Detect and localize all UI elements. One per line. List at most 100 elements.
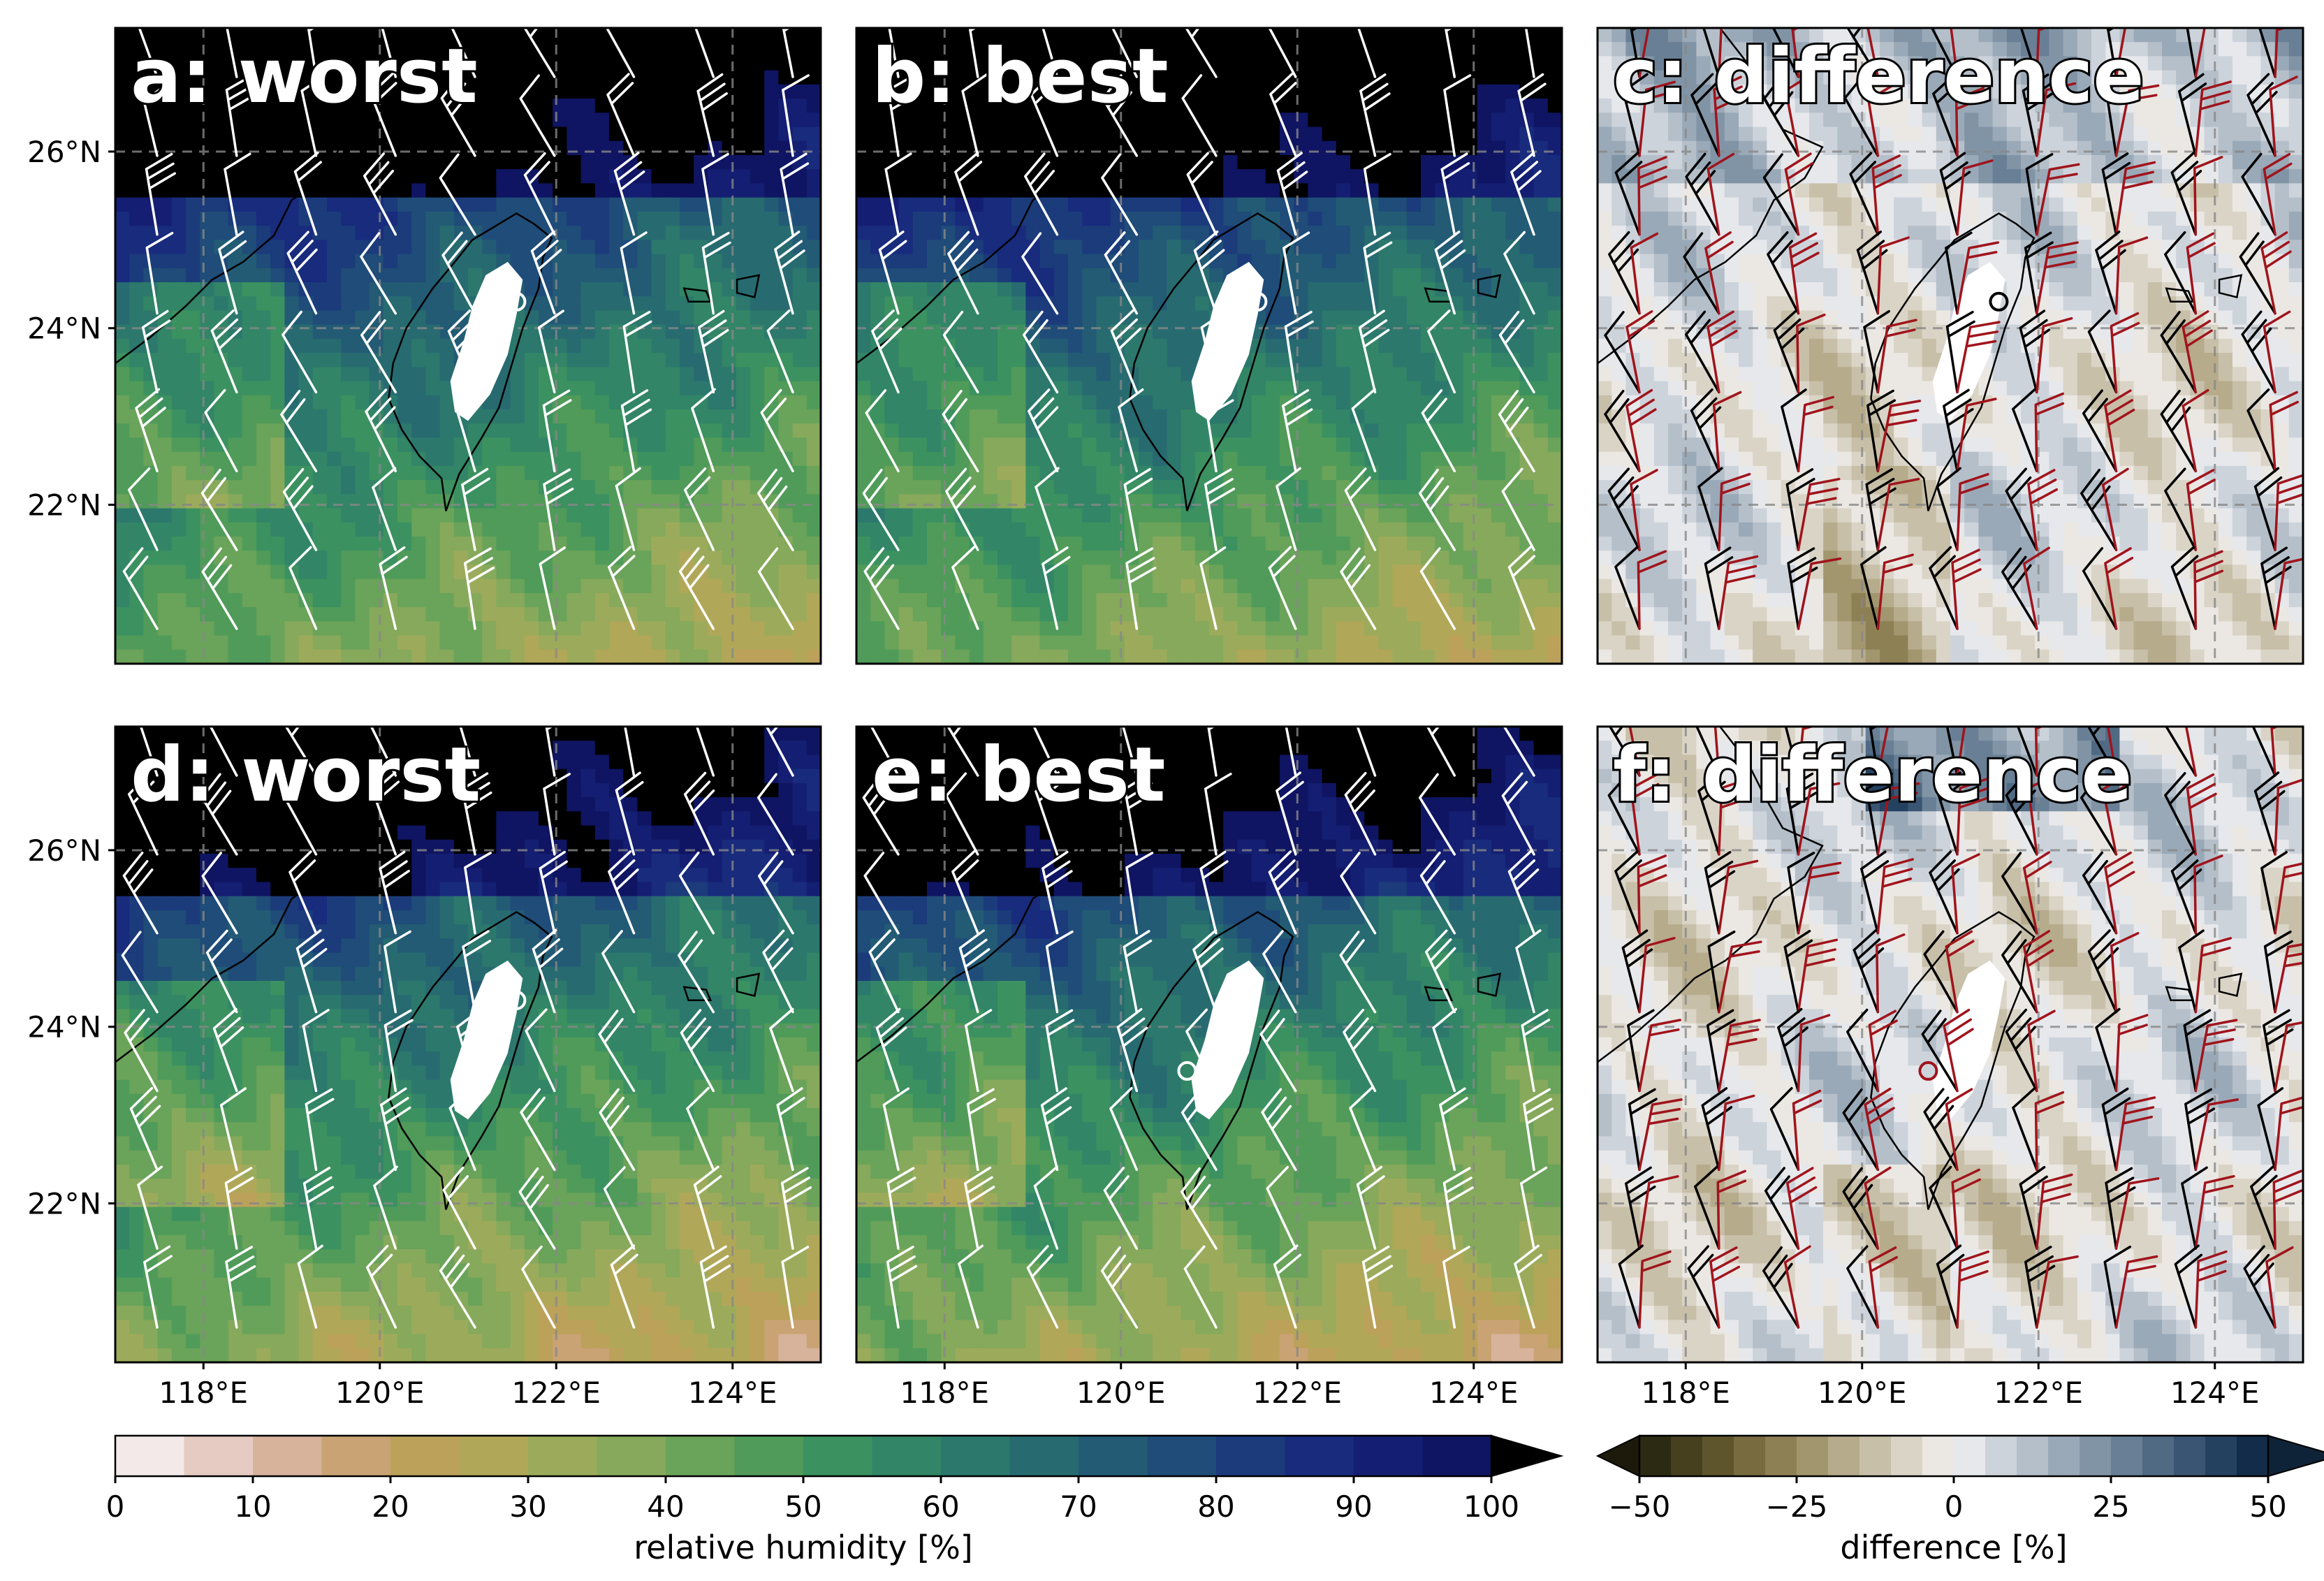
wind-barb [360, 310, 397, 394]
wind-barb [282, 310, 318, 394]
wind-barb [2186, 232, 2216, 315]
wind-barb [2274, 1096, 2303, 1172]
wind-barb [200, 468, 238, 551]
wind-barb [307, 28, 318, 78]
colorbar-bin [1891, 1436, 1923, 1476]
lon-tick-label: 118°E [900, 1376, 989, 1410]
wind-barb [135, 388, 166, 473]
wind-barb [2103, 1245, 2132, 1329]
wind-barb [966, 1088, 996, 1172]
wind-barb [2194, 28, 2206, 78]
wind-barb [523, 28, 556, 78]
wind-barb [1718, 859, 1759, 935]
wind-barb [686, 1086, 715, 1172]
wind-barb [1501, 772, 1535, 856]
wind-barb [520, 1088, 556, 1172]
wind-barb [2243, 1245, 2277, 1329]
wind-barb [762, 929, 794, 1014]
wind-barb [951, 546, 979, 630]
wind-barb [947, 231, 979, 315]
wind-barb [1866, 389, 1897, 473]
panel-e: e: best 118°E 120°E 122°E 124°E [855, 725, 1563, 1410]
wind-barb [141, 309, 171, 394]
colorbar-bin [1702, 1436, 1734, 1476]
wind-barb [1101, 153, 1139, 236]
terrain-mask-a [450, 261, 523, 421]
colorbar-bin [459, 1436, 529, 1476]
wind-barb [1687, 1245, 1720, 1329]
wind-barb [958, 929, 991, 1014]
wind-barb [2114, 1255, 2158, 1329]
wind-barb [1796, 313, 1826, 394]
wind-barb [1268, 850, 1300, 935]
wind-barb [365, 1244, 397, 1329]
wind-barbs-b [862, 28, 1547, 630]
wind-barb [543, 468, 574, 551]
panel-title-e: e: best [872, 731, 1166, 819]
wind-barb [2253, 467, 2283, 551]
wind-barb [2019, 28, 2038, 78]
wind-barb [2001, 852, 2038, 935]
wind-barb [1956, 159, 1994, 236]
wind-barb [1503, 231, 1535, 315]
wind-barb [1943, 388, 1974, 473]
colorbars: 0 10 20 30 40 50 60 70 80 90 100 relative humidity … [106, 1434, 2324, 1566]
wind-barbs-d [121, 727, 812, 1329]
wind-barb [1769, 1086, 1800, 1172]
colorbar-bin [1828, 1436, 1860, 1476]
panel-title-c: c: difference [1613, 33, 2144, 120]
wind-barb [1876, 477, 1920, 551]
wind-barb [1939, 152, 1971, 236]
wind-barb [545, 727, 556, 777]
wind-barb [1637, 854, 1667, 935]
wind-barb [1200, 309, 1228, 394]
wind-barb [2260, 231, 2292, 315]
wind-barb [1936, 771, 1965, 856]
colorbar-bin [941, 1436, 1011, 1476]
wind-barb [1707, 930, 1736, 1014]
wind-barb [1273, 1244, 1302, 1329]
wind-barb [1183, 1245, 1218, 1329]
wind-barb [1638, 28, 1650, 78]
wind-barb [127, 467, 159, 551]
wind-barb [459, 727, 476, 777]
wind-barb [1683, 232, 1720, 315]
wind-barb [1712, 391, 1742, 473]
colorbar-bin [2111, 1436, 2143, 1476]
wind-barb [2005, 467, 2038, 551]
wind-barb [1357, 28, 1377, 78]
wind-barb [1956, 398, 1997, 473]
wind-barb [1614, 152, 1643, 236]
wind-barb [530, 230, 562, 315]
wind-barb [365, 388, 397, 473]
wind-barb [1340, 852, 1377, 935]
wind-barb [2036, 1173, 2073, 1250]
wind-barb [2087, 727, 2118, 777]
wind-barb [1125, 852, 1154, 935]
wind-barb [225, 74, 256, 157]
panel-title-a: a: worst [131, 33, 478, 120]
wind-barb [1876, 933, 1906, 1014]
wind-barb [1709, 1246, 1741, 1329]
wind-barb [1871, 154, 1902, 236]
lat-tick-label: 24°N [27, 1010, 101, 1044]
station-marker-f [1918, 1061, 1938, 1081]
wind-barb [1627, 1009, 1655, 1093]
wind-barb [1864, 1087, 1895, 1172]
wind-barb [1869, 727, 1880, 777]
wind-barb [2024, 1246, 2056, 1329]
wind-barb [765, 727, 794, 777]
wind-barb [1787, 547, 1818, 630]
wind-barb [2036, 28, 2049, 78]
wind-barb [1517, 73, 1547, 157]
wind-barb [1204, 468, 1236, 551]
colorbar-bin [803, 1436, 873, 1476]
wind-barb [1028, 388, 1059, 473]
colorbar-tick-label: 0 [1945, 1489, 1964, 1524]
wind-barb [293, 152, 322, 236]
wind-barb [2087, 929, 2119, 1014]
wind-barb [2269, 391, 2299, 473]
wind-barb [1923, 930, 1959, 1014]
wind-barb [518, 1167, 556, 1250]
wind-barb [1787, 852, 1815, 935]
